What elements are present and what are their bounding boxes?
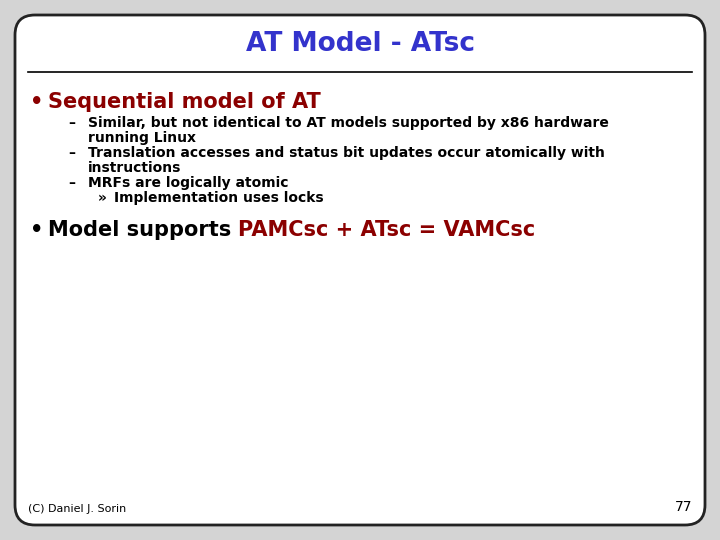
Text: PAMCsc + ATsc = VAMCsc: PAMCsc + ATsc = VAMCsc <box>238 220 536 240</box>
Text: running Linux: running Linux <box>88 131 196 145</box>
Text: •: • <box>30 92 43 112</box>
FancyBboxPatch shape <box>15 15 705 525</box>
Text: MRFs are logically atomic: MRFs are logically atomic <box>88 176 289 190</box>
Text: AT Model - ATsc: AT Model - ATsc <box>246 31 474 57</box>
Text: »: » <box>98 191 107 205</box>
Text: –: – <box>68 146 75 160</box>
Text: (C) Daniel J. Sorin: (C) Daniel J. Sorin <box>28 504 126 514</box>
Text: –: – <box>68 176 75 190</box>
Text: Model supports: Model supports <box>48 220 238 240</box>
Text: instructions: instructions <box>88 161 181 175</box>
Text: Similar, but not identical to AT models supported by x86 hardware: Similar, but not identical to AT models … <box>88 116 609 130</box>
Text: Translation accesses and status bit updates occur atomically with: Translation accesses and status bit upda… <box>88 146 605 160</box>
Text: Sequential model of AT: Sequential model of AT <box>48 92 320 112</box>
Text: 77: 77 <box>675 500 692 514</box>
Text: •: • <box>30 220 43 240</box>
Text: Implementation uses locks: Implementation uses locks <box>114 191 323 205</box>
Text: –: – <box>68 116 75 130</box>
